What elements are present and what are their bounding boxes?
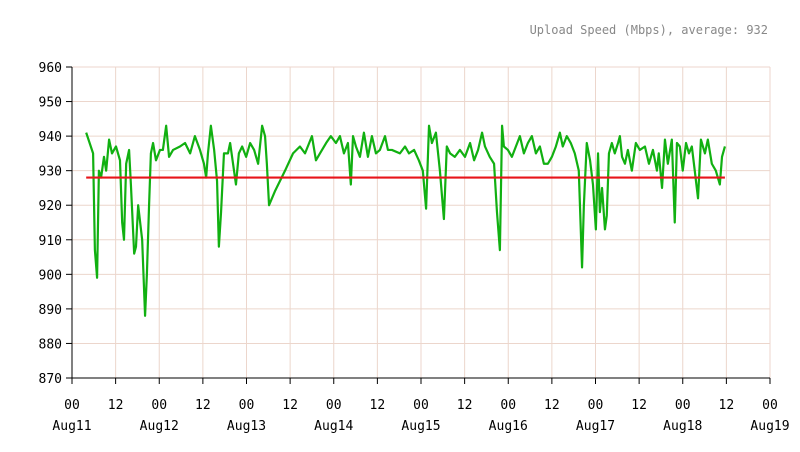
y-tick-label: 920 <box>39 199 62 214</box>
chart-title: Upload Speed (Mbps), average: 932 <box>530 23 768 37</box>
x-tick-label: 12 <box>282 398 298 413</box>
x-date-label: Aug15 <box>401 419 440 434</box>
x-tick-label: 00 <box>500 398 516 413</box>
x-tick-label: 00 <box>151 398 167 413</box>
x-tick-label: 00 <box>588 398 604 413</box>
x-tick-label: 12 <box>457 398 473 413</box>
x-date-label: Aug18 <box>663 419 702 434</box>
x-tick-label: 00 <box>64 398 80 413</box>
x-date-label: Aug19 <box>750 419 789 434</box>
x-tick-label: 12 <box>631 398 647 413</box>
x-date-label: Aug13 <box>227 419 266 434</box>
x-tick-label: 12 <box>544 398 560 413</box>
x-date-label: Aug14 <box>314 419 353 434</box>
y-tick-label: 960 <box>39 61 62 76</box>
x-tick-label: 12 <box>195 398 211 413</box>
y-tick-label: 900 <box>39 268 62 283</box>
x-date-label: Aug11 <box>52 419 91 434</box>
x-tick-label: 00 <box>675 398 691 413</box>
y-tick-label: 890 <box>39 303 62 318</box>
x-tick-label: 12 <box>108 398 124 413</box>
y-tick-label: 910 <box>39 234 62 249</box>
y-tick-label: 940 <box>39 130 62 145</box>
y-tick-label: 880 <box>39 337 62 352</box>
y-tick-label: 930 <box>39 165 62 180</box>
y-tick-label: 870 <box>39 372 62 387</box>
x-tick-label: 00 <box>762 398 778 413</box>
x-date-label: Aug17 <box>576 419 615 434</box>
x-date-label: Aug16 <box>489 419 528 434</box>
x-tick-label: 00 <box>326 398 342 413</box>
data-line <box>85 124 726 317</box>
x-tick-label: 12 <box>370 398 386 413</box>
x-tick-label: 12 <box>719 398 735 413</box>
x-tick-label: 00 <box>413 398 429 413</box>
y-tick-label: 950 <box>39 96 62 111</box>
x-date-label: Aug12 <box>140 419 179 434</box>
x-tick-label: 00 <box>239 398 255 413</box>
